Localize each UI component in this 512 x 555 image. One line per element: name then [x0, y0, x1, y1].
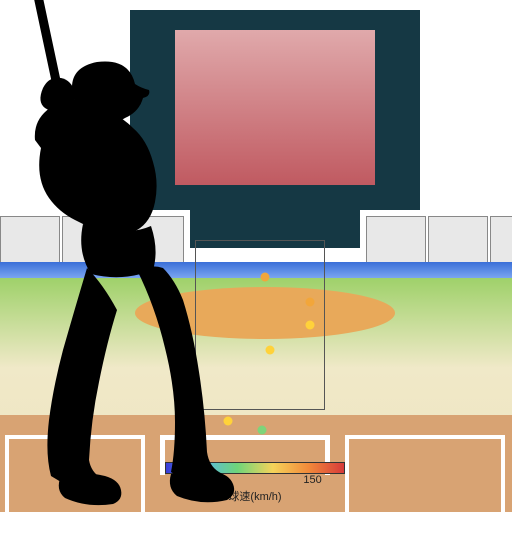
batter-silhouette: [0, 0, 255, 512]
wall-segment: [428, 216, 488, 264]
pitch-marker: [306, 321, 315, 330]
wall-segment: [366, 216, 426, 264]
batter-box-right: [345, 435, 505, 555]
pitch-marker: [306, 298, 315, 307]
pitch-marker: [258, 426, 267, 435]
wall-segment: [490, 216, 512, 264]
pitch-location-chart: 100150 球速(km/h): [0, 0, 512, 512]
pitch-marker: [261, 273, 270, 282]
pitch-marker: [266, 346, 275, 355]
legend-tick: 150: [303, 474, 321, 486]
